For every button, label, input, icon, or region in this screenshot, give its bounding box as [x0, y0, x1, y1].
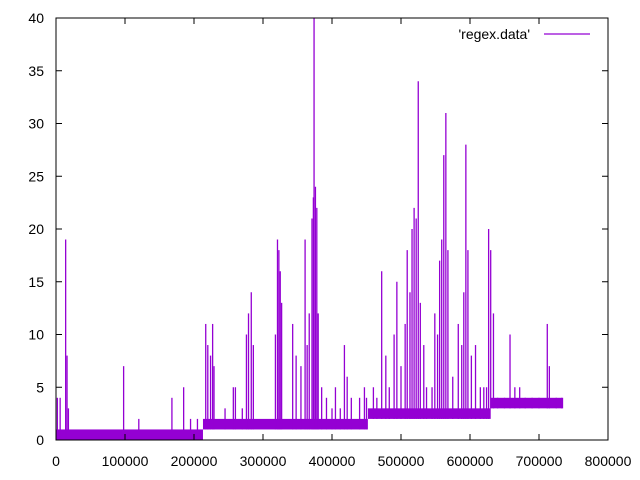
x-tick-label: 100000 — [102, 453, 149, 469]
x-tick-label: 600000 — [447, 453, 494, 469]
y-tick-label: 25 — [28, 168, 44, 184]
x-tick-label: 300000 — [240, 453, 287, 469]
legend-label: 'regex.data' — [458, 26, 530, 42]
series-layer — [56, 18, 564, 440]
y-tick-label: 10 — [28, 327, 44, 343]
y-tick-label: 30 — [28, 116, 44, 132]
y-tick-label: 35 — [28, 63, 44, 79]
x-tick-label: 800000 — [585, 453, 632, 469]
y-tick-label: 20 — [28, 221, 44, 237]
series-band-2 — [367, 408, 491, 419]
series-band-1 — [202, 418, 368, 430]
x-tick-label: 400000 — [309, 453, 356, 469]
y-tick-label: 15 — [28, 274, 44, 290]
x-tick-label: 500000 — [378, 453, 425, 469]
series-band-0 — [56, 429, 203, 440]
x-tick-label: 200000 — [171, 453, 218, 469]
axes-layer: 0 100000 200000 300000 400000 500000 600000 700… — [28, 10, 631, 469]
legend: 'regex.data' — [458, 26, 590, 42]
plot-frame — [55, 17, 609, 441]
y-tick-label: 5 — [36, 379, 44, 395]
y-tick-label: 40 — [28, 10, 44, 26]
x-tick-label: 700000 — [516, 453, 563, 469]
series-band-3 — [490, 397, 564, 409]
x-tick-label: 0 — [52, 453, 60, 469]
y-tick-label: 0 — [36, 432, 44, 448]
